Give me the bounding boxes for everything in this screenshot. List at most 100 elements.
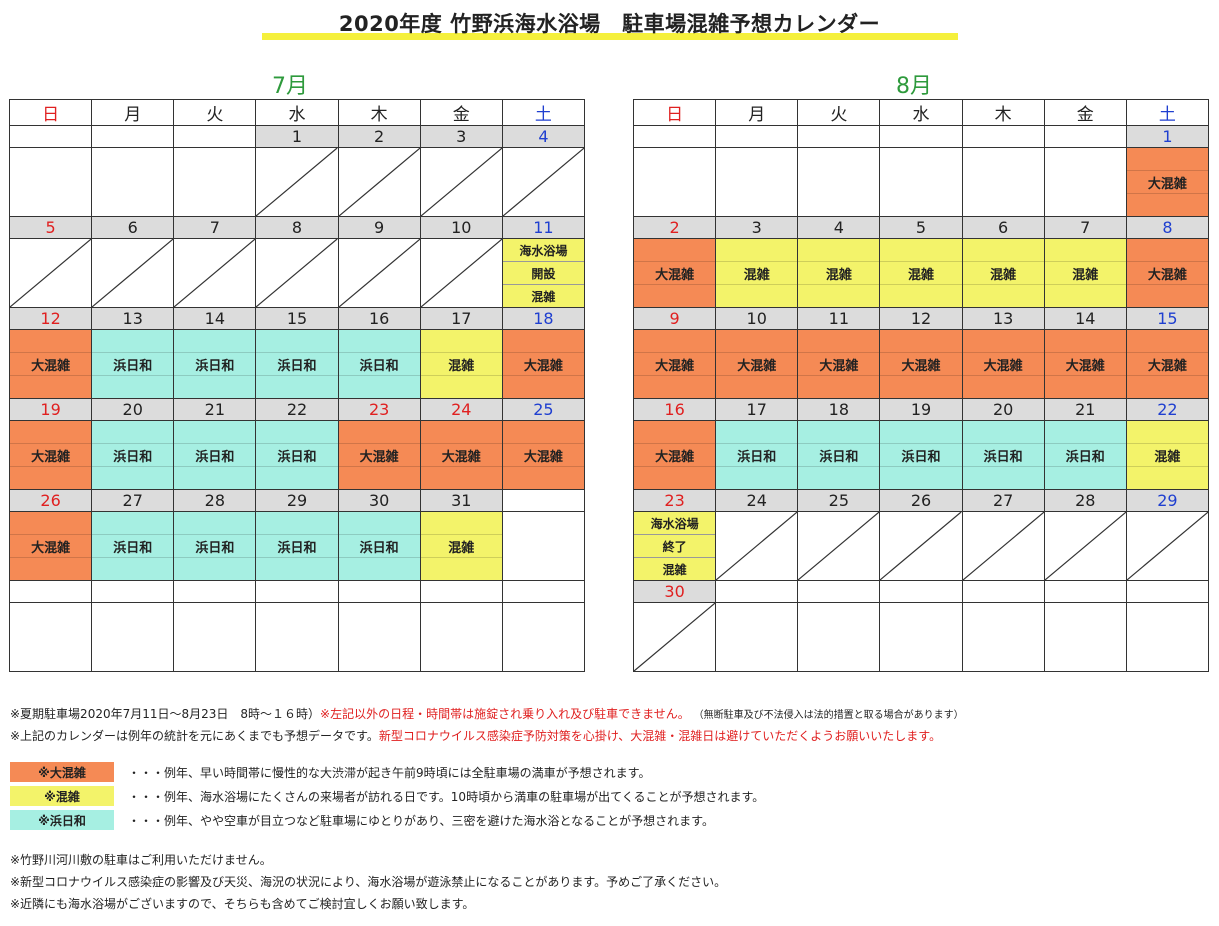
day-number: 5 [8, 216, 93, 239]
day-cell [173, 238, 257, 308]
day-number: 13 [961, 307, 1045, 330]
slash-line [963, 512, 1044, 580]
day-number: 15 [1125, 307, 1210, 330]
weekday-header: 日 [8, 99, 93, 126]
day-cell: 混雑 [961, 238, 1045, 308]
status-row: 大混雑 大混雑 大混雑 大混雑 大混雑 大混雑 大混雑 [632, 329, 1210, 399]
row-divider [1127, 465, 1208, 467]
status-big: 大混雑 [716, 330, 797, 398]
status-big: 大混雑 [1127, 330, 1208, 398]
slash-line [174, 239, 255, 307]
date-row: 26 27 28 29 30 31 [8, 489, 586, 512]
closed-day-slash [256, 148, 337, 216]
day-cell [8, 238, 93, 308]
day-cell [797, 602, 881, 672]
day-cell: 大混雑 [632, 238, 717, 308]
note-legal-warning: （無断駐車及び不法侵入は法的措置と取る場合があります） [693, 710, 964, 721]
day-number [797, 125, 881, 148]
row-divider [798, 261, 879, 263]
day-cell [255, 238, 339, 308]
day-number: 19 [879, 398, 963, 421]
row-divider [256, 443, 338, 445]
day-number: 1 [255, 125, 339, 148]
day-number: 13 [91, 307, 175, 330]
closed-day-slash [339, 148, 420, 216]
status-close-line: 混雑 [634, 558, 715, 580]
weekday-header: 木 [337, 99, 421, 126]
row-divider [1045, 374, 1126, 376]
row-divider [174, 443, 255, 445]
day-number [879, 580, 963, 603]
row-divider [1045, 283, 1126, 285]
day-number: 16 [337, 307, 421, 330]
row-divider [174, 534, 255, 536]
slash-line [716, 512, 797, 580]
row-divider [798, 374, 879, 376]
weekday-header: 水 [255, 99, 339, 126]
row-divider [10, 556, 91, 558]
status-big: 大混雑 [634, 421, 715, 489]
day-number [797, 580, 881, 603]
closed-day-slash [174, 239, 255, 307]
day-number: 18 [797, 398, 881, 421]
day-cell: 大混雑 [8, 329, 93, 399]
slash-line [421, 148, 502, 216]
page-title: 2020年度 竹野浜海水浴場 駐車場混雑予想カレンダー [338, 12, 881, 36]
day-number: 25 [501, 398, 586, 421]
day-number: 20 [91, 398, 175, 421]
status-big: 大混雑 [503, 330, 584, 398]
day-number: 21 [173, 398, 257, 421]
day-cell: 大混雑 [632, 420, 717, 490]
day-number: 26 [8, 489, 93, 512]
closed-day-slash [1127, 512, 1208, 580]
day-cell [255, 602, 339, 672]
row-divider [92, 534, 173, 536]
day-cell: 浜日和 [715, 420, 799, 490]
day-number: 17 [419, 307, 503, 330]
status-row: 大混雑 [632, 147, 1210, 217]
day-cell [91, 602, 175, 672]
row-divider [963, 261, 1044, 263]
day-cell [337, 602, 421, 672]
day-cell [1043, 147, 1127, 217]
row-divider [963, 374, 1044, 376]
footer-note-nearby-beaches: ※近隣にも海水浴場がございますので、そちらも含めてご検討宜しくお願い致します。 [10, 897, 475, 911]
day-number [8, 125, 93, 148]
day-number: 5 [879, 216, 963, 239]
day-cell: 浜日和 [1043, 420, 1127, 490]
slash-line [339, 148, 420, 216]
day-cell: 混雑 [879, 238, 963, 308]
day-cell [715, 147, 799, 217]
row-divider [716, 465, 797, 467]
weekday-header: 木 [961, 99, 1045, 126]
day-number [419, 580, 503, 603]
row-divider [1127, 261, 1208, 263]
row-divider [256, 374, 338, 376]
row-divider [963, 443, 1044, 445]
day-cell: 浜日和 [255, 329, 339, 399]
day-cell: 混雑 [419, 511, 503, 581]
day-number: 2 [337, 125, 421, 148]
row-divider [880, 465, 962, 467]
day-number [173, 125, 257, 148]
slash-line [503, 148, 584, 216]
row-divider [92, 443, 173, 445]
row-divider [339, 352, 420, 354]
row-divider [421, 465, 502, 467]
day-number [632, 125, 717, 148]
day-cell: 大混雑 [501, 420, 586, 490]
row-divider [963, 465, 1044, 467]
day-cell [91, 238, 175, 308]
day-number [1043, 580, 1127, 603]
weekday-header: 火 [797, 99, 881, 126]
day-cell: 浜日和 [173, 329, 257, 399]
day-number: 14 [1043, 307, 1127, 330]
day-cell: 海水浴場 終了 混雑 [632, 511, 717, 581]
status-big: 大混雑 [634, 239, 715, 307]
status-calm: 浜日和 [1045, 421, 1126, 489]
day-cell: 大混雑 [8, 511, 93, 581]
status-big: 大混雑 [503, 421, 584, 489]
weekday-header: 金 [1043, 99, 1127, 126]
day-number: 29 [255, 489, 339, 512]
closed-day-slash [634, 603, 715, 671]
